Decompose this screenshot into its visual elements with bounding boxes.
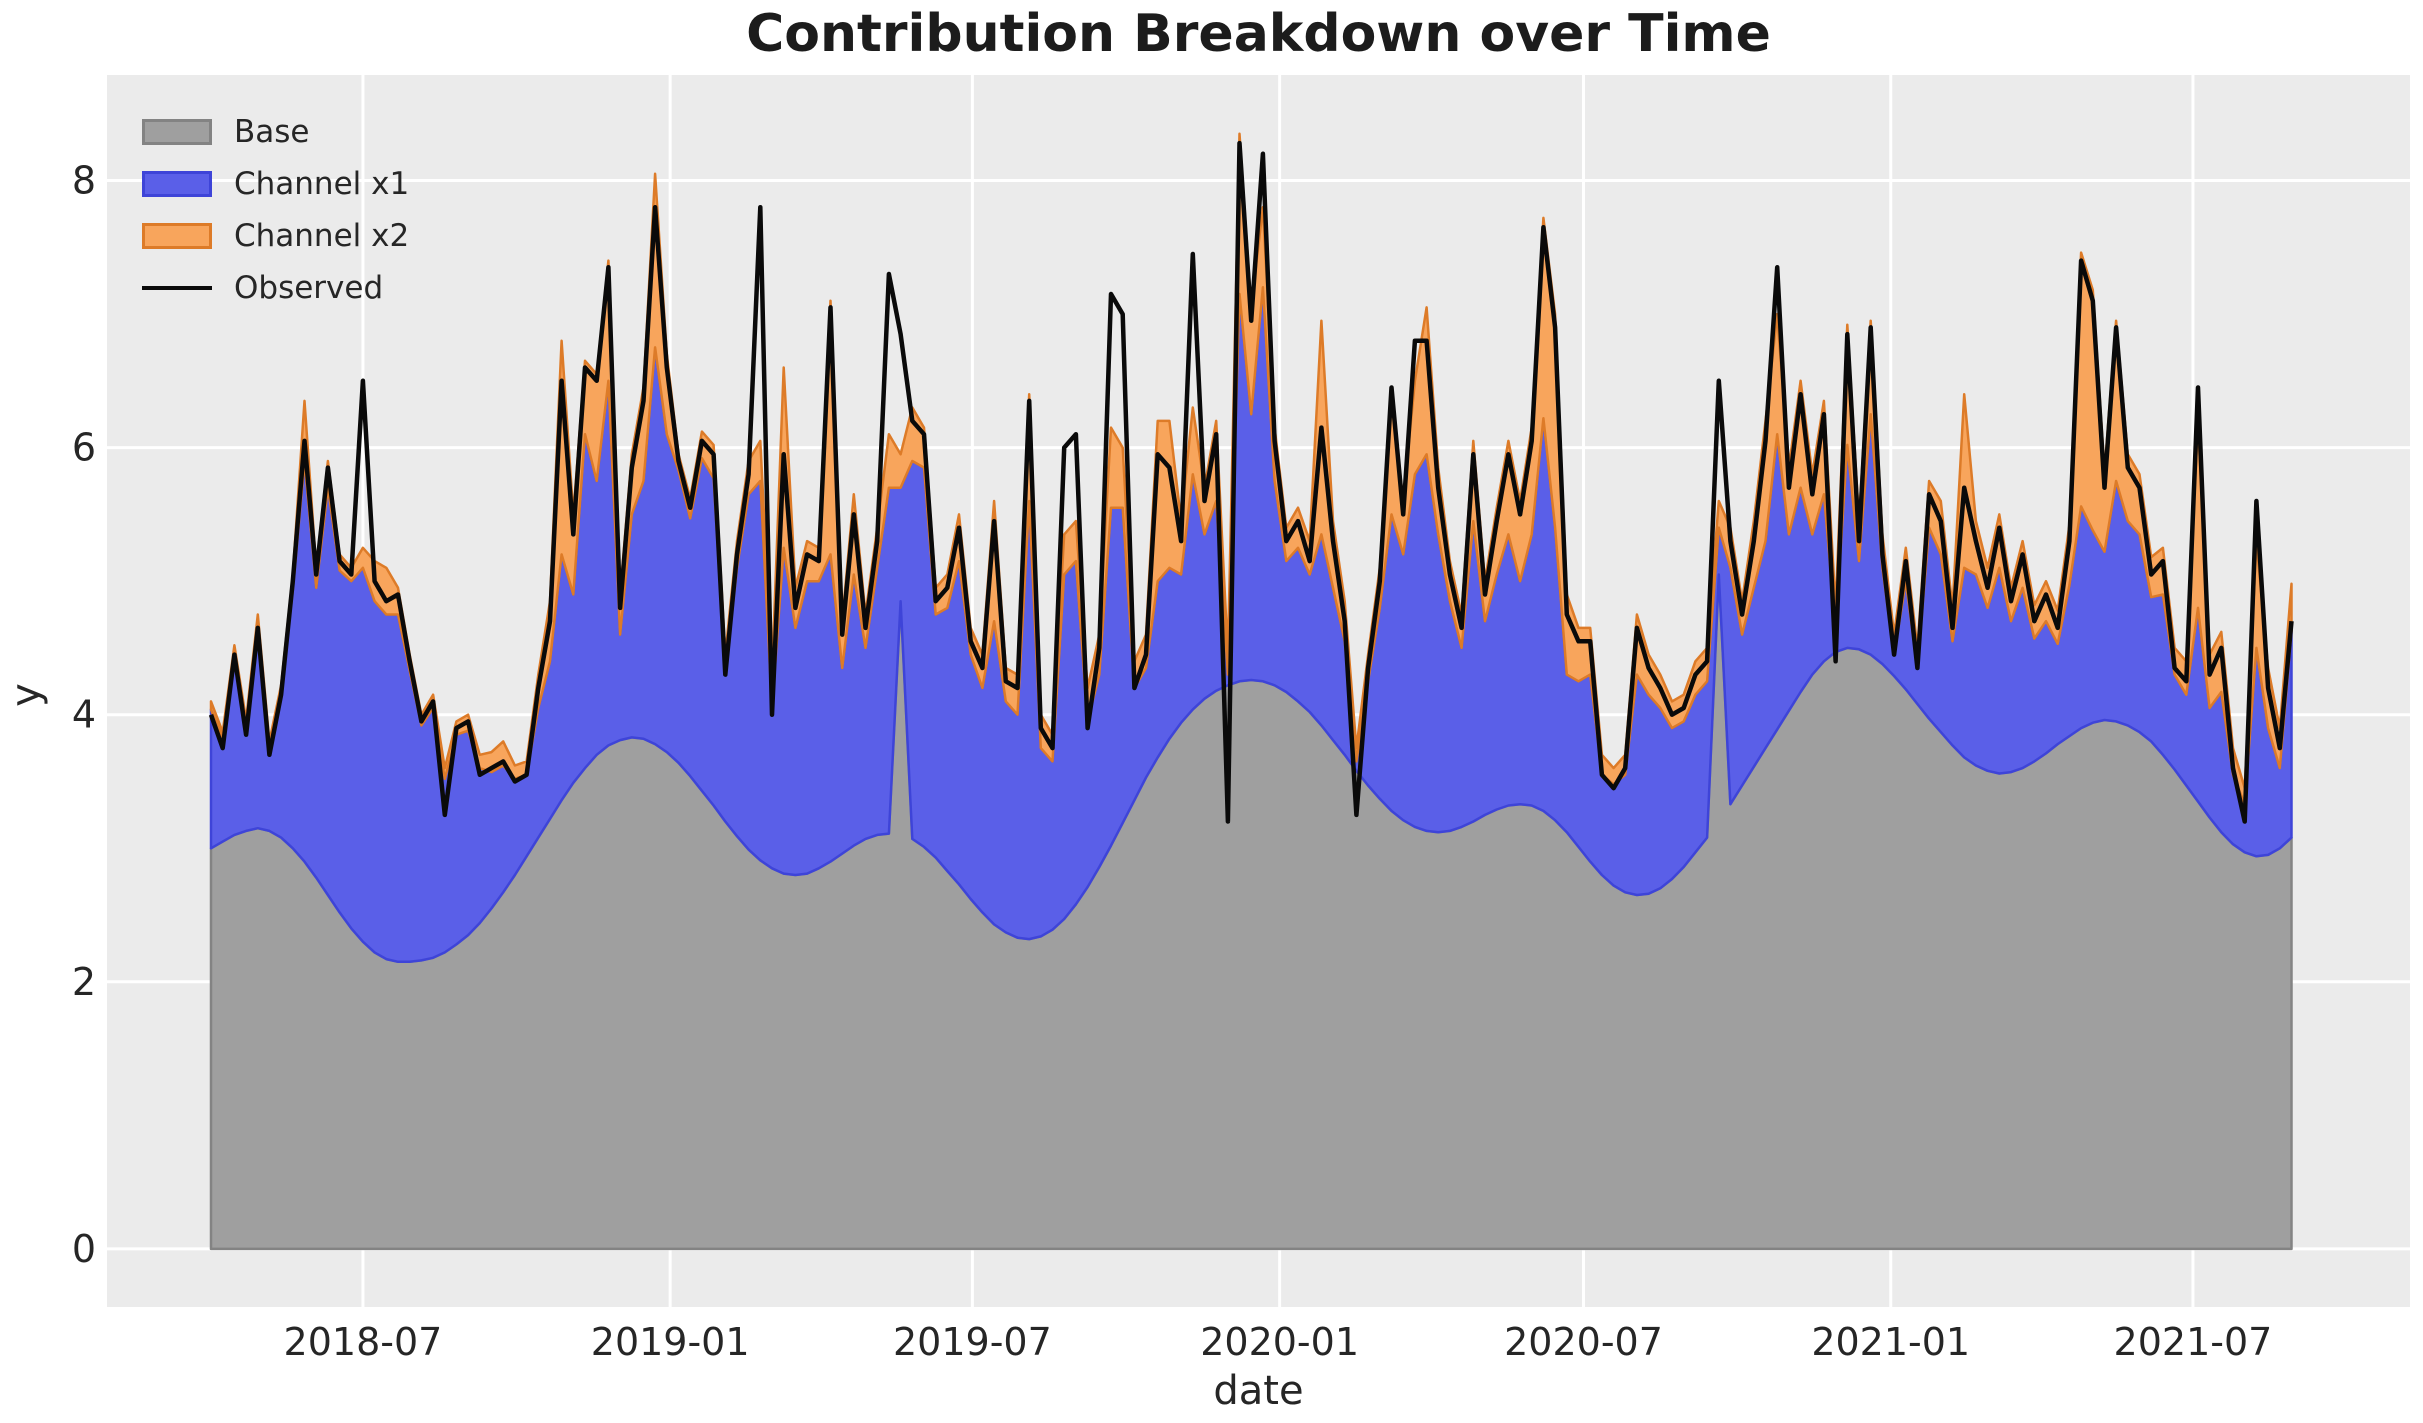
observed-line-swatch [142,275,212,301]
chart-title: Contribution Breakdown over Time [746,4,1771,64]
legend-label: Observed [234,269,384,306]
x-tick-label: 2021-07 [2114,1320,2273,1364]
observed-path [208,140,2294,824]
legend-label: Channel x2 [234,217,410,254]
legend-item-channel-x1: Channel x1 [142,158,409,210]
y-tick-label: 8 [72,159,96,203]
observed-line [208,140,2294,824]
y-tick-label: 6 [72,426,96,470]
y-tick-label: 4 [72,693,96,737]
legend-label: Channel x1 [234,165,410,202]
stacked-areas [209,132,2293,1251]
x-tick-label: 2019-07 [893,1320,1052,1364]
x-axis-tick-labels: 2018-07 2019-01 2019-07 2020-01 2020-07 2021-… [284,1320,2273,1364]
channel-x2-swatch [142,223,212,249]
legend-label: Base [234,113,310,150]
channel-x1-swatch [142,171,212,197]
legend-item-channel-x2: Channel x2 [142,210,409,262]
x-tick-label: 2020-01 [1200,1320,1359,1364]
x-tick-label: 2019-01 [591,1320,750,1364]
y-axis-label: y [3,683,49,707]
y-tick-label: 0 [72,1227,96,1271]
x-tick-label: 2018-07 [284,1320,443,1364]
x-tick-label: 2021-01 [1811,1320,1970,1364]
y-tick-label: 2 [72,960,96,1004]
legend-item-observed: Observed [142,262,409,314]
legend-item-base: Base [142,106,409,158]
legend: Base Channel x1 Channel x2 Observed [142,106,409,314]
base-swatch [142,119,212,145]
x-axis-label: date [1213,1368,1304,1414]
y-axis-tick-labels: 0 2 4 6 8 [72,159,96,1271]
x-tick-label: 2020-07 [1504,1320,1663,1364]
